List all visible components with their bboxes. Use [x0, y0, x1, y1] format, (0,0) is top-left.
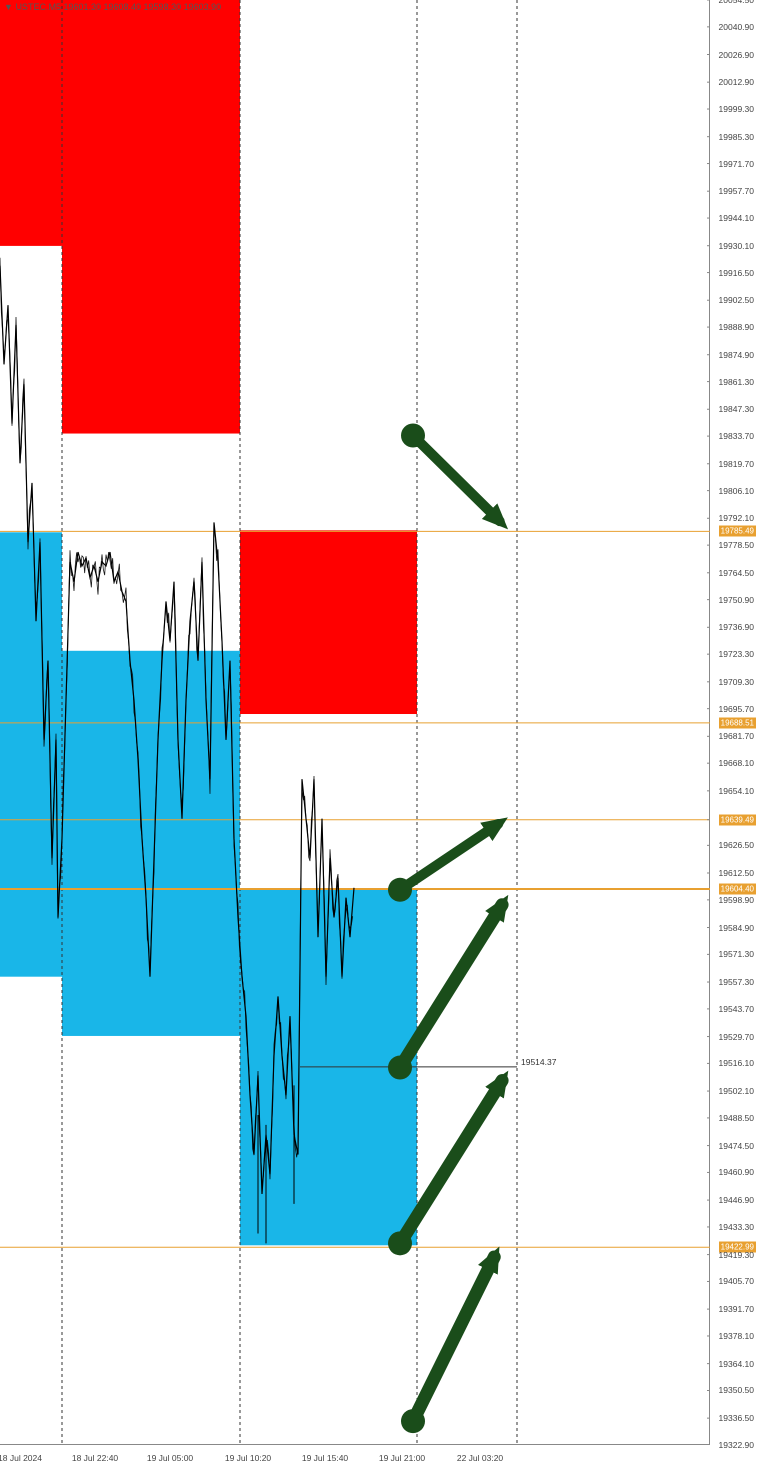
y-axis-tick: 19999.30	[719, 104, 754, 114]
x-axis-tick: 19 Jul 05:00	[147, 1453, 193, 1463]
y-axis-tick: 19695.70	[719, 704, 754, 714]
y-axis-tick: 19861.30	[719, 377, 754, 387]
y-axis-tick: 19681.70	[719, 731, 754, 741]
y-axis-tick: 19488.50	[719, 1113, 754, 1123]
y-axis-tick: 19764.50	[719, 568, 754, 578]
y-axis-tick: 19336.50	[719, 1413, 754, 1423]
y-axis-tick: 19529.70	[719, 1032, 754, 1042]
y-axis-tick: 19916.50	[719, 268, 754, 278]
y-axis-tick: 19668.10	[719, 758, 754, 768]
y-axis-tick: 19571.30	[719, 949, 754, 959]
x-axis-tick: 19 Jul 15:40	[302, 1453, 348, 1463]
y-axis-tick: 19405.70	[719, 1276, 754, 1286]
x-axis: 18 Jul 2024 18 Jul 22:40 19 Jul 05:00 19 Ju…	[0, 1445, 710, 1465]
x-axis-tick: 18 Jul 2024	[0, 1453, 42, 1463]
chart-title: ▼ USTEC.M5 19601.30 19608.40 19598.30 19…	[4, 2, 221, 12]
y-axis-tick: 19502.10	[719, 1086, 754, 1096]
y-axis-tick: 19874.90	[719, 350, 754, 360]
x-axis-tick: 22 Jul 03:20	[457, 1453, 503, 1463]
y-axis-tick: 19557.30	[719, 977, 754, 987]
y-axis-tick: 19322.90	[719, 1440, 754, 1450]
y-axis-tick: 19433.30	[719, 1222, 754, 1232]
price-level-label: 19688.51	[719, 717, 756, 728]
chart-container: ▼ USTEC.M5 19601.30 19608.40 19598.30 19…	[0, 0, 758, 1465]
annotation-price-label: 19514.37	[521, 1057, 556, 1067]
y-axis-tick: 19364.10	[719, 1359, 754, 1369]
y-axis-tick: 19819.70	[719, 459, 754, 469]
y-axis-tick: 19350.50	[719, 1385, 754, 1395]
y-axis-tick: 19833.70	[719, 431, 754, 441]
y-axis-tick: 19971.70	[719, 159, 754, 169]
y-axis-tick: 19902.50	[719, 295, 754, 305]
y-axis-tick: 19806.10	[719, 486, 754, 496]
price-level-label: 19639.49	[719, 814, 756, 825]
y-axis-tick: 19419.30	[719, 1250, 754, 1260]
y-axis-tick: 19888.90	[719, 322, 754, 332]
y-axis-tick: 19750.90	[719, 595, 754, 605]
x-axis-tick: 18 Jul 22:40	[72, 1453, 118, 1463]
y-axis-tick: 19778.50	[719, 540, 754, 550]
y-axis-tick: 19654.10	[719, 786, 754, 796]
price-level-label: 19785.49	[719, 526, 756, 537]
y-axis-tick: 19957.70	[719, 186, 754, 196]
y-axis-tick: 19847.30	[719, 404, 754, 414]
y-axis-tick: 19378.10	[719, 1331, 754, 1341]
x-axis-tick: 19 Jul 21:00	[379, 1453, 425, 1463]
y-axis: 19785.4919688.5119639.4919604.4019422.99…	[710, 0, 758, 1445]
ohlc-values: 19601.30 19608.40 19598.30 19603.90	[63, 2, 221, 12]
y-axis-tick: 19930.10	[719, 241, 754, 251]
y-axis-tick: 20054.50	[719, 0, 754, 5]
y-axis-tick: 19460.90	[719, 1167, 754, 1177]
y-axis-tick: 19626.50	[719, 840, 754, 850]
y-axis-tick: 19474.50	[719, 1141, 754, 1151]
y-axis-tick: 19792.10	[719, 513, 754, 523]
y-axis-tick: 19736.90	[719, 622, 754, 632]
y-axis-tick: 19516.10	[719, 1058, 754, 1068]
price-level-label: 19604.40	[719, 884, 756, 895]
symbol-name: USTEC.M5	[15, 2, 61, 12]
y-axis-tick: 20040.90	[719, 22, 754, 32]
plot-area[interactable]: 19514.37	[0, 0, 710, 1445]
y-axis-tick: 19391.70	[719, 1304, 754, 1314]
y-axis-tick: 19584.90	[719, 923, 754, 933]
y-axis-tick: 19723.30	[719, 649, 754, 659]
x-axis-tick: 19 Jul 10:20	[225, 1453, 271, 1463]
annotations-layer	[0, 0, 710, 1445]
y-axis-tick: 19446.90	[719, 1195, 754, 1205]
y-axis-tick: 19709.30	[719, 677, 754, 687]
y-axis-tick: 19543.70	[719, 1004, 754, 1014]
title-caret-icon: ▼	[4, 2, 13, 12]
y-axis-tick: 19612.50	[719, 868, 754, 878]
y-axis-tick: 20012.90	[719, 77, 754, 87]
y-axis-tick: 20026.90	[719, 50, 754, 60]
y-axis-tick: 19944.10	[719, 213, 754, 223]
y-axis-tick: 19598.90	[719, 895, 754, 905]
y-axis-tick: 19985.30	[719, 132, 754, 142]
